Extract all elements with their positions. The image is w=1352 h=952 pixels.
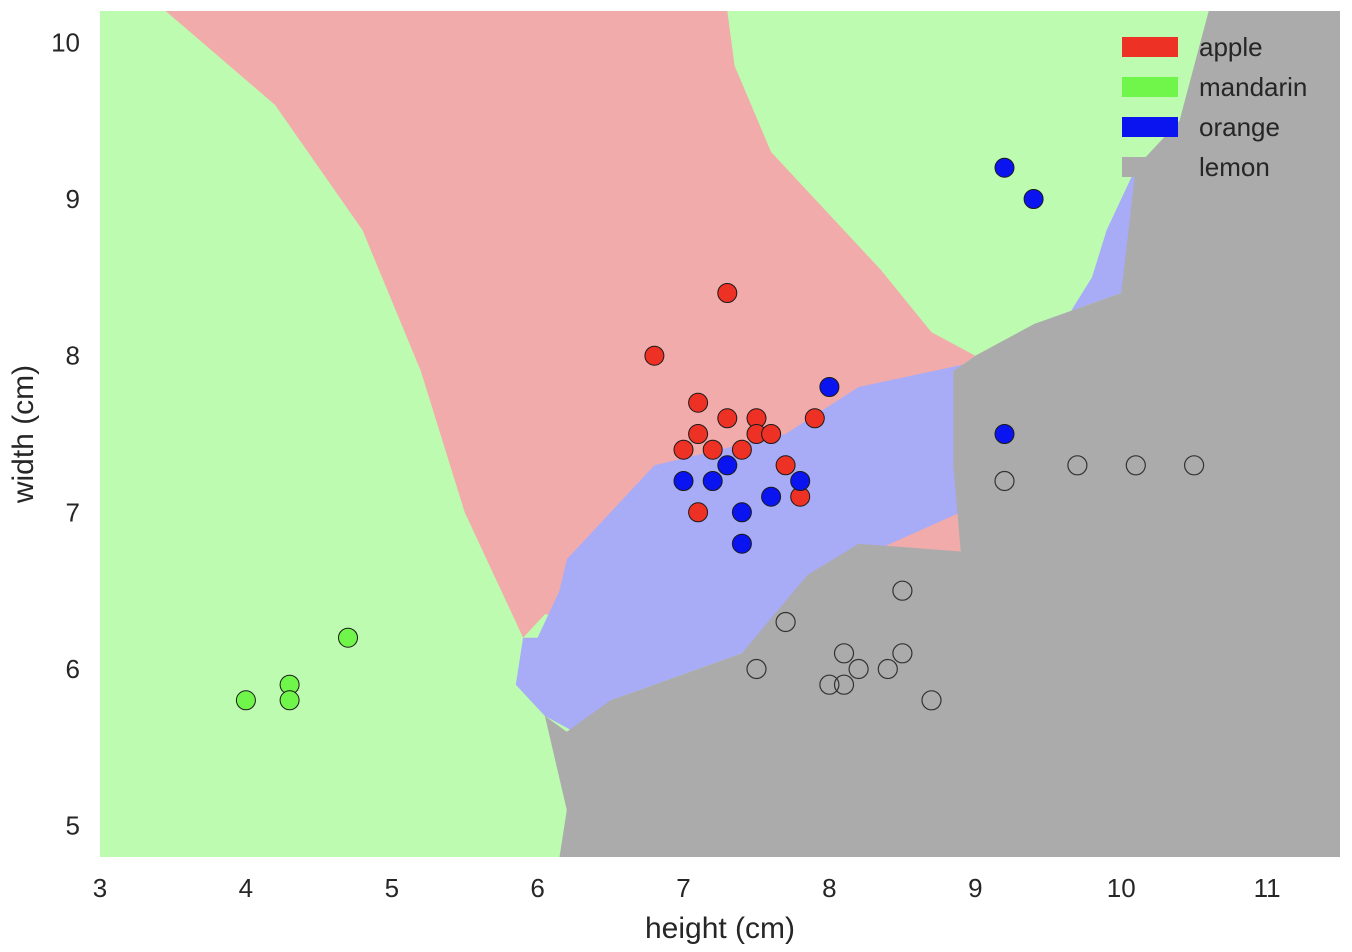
mandarin-point — [338, 627, 358, 648]
lemon-point — [775, 611, 796, 633]
x-tick-labels: 3 4 5 6 7 8 9 10 11 — [93, 873, 1281, 903]
decision-regions — [165, 11, 1340, 857]
x-tick-label: 7 — [676, 873, 690, 903]
apple-point — [673, 439, 694, 460]
orange-legend-label: orange — [1199, 112, 1280, 142]
x-tick-label: 5 — [385, 873, 399, 903]
lemon-point — [994, 470, 1015, 492]
mandarin-legend-swatch — [1122, 77, 1178, 97]
x-tick-label: 3 — [93, 873, 107, 903]
lemon-point — [833, 674, 855, 695]
lemon-region — [544, 11, 1340, 857]
apple-point — [688, 424, 709, 444]
legend: apple mandarin orange lemon — [1122, 32, 1307, 182]
lemon-legend-label: lemon — [1199, 152, 1270, 182]
orange-point — [717, 455, 738, 476]
y-tick-label: 5 — [66, 811, 80, 841]
data-points — [235, 157, 1205, 711]
x-tick-label: 10 — [1107, 873, 1136, 903]
x-axis-label: height (cm) — [645, 912, 795, 945]
orange-point — [702, 471, 723, 491]
orange-point — [761, 486, 782, 507]
orange-point — [1023, 189, 1044, 209]
orange-point — [790, 471, 811, 491]
apple-point — [731, 439, 752, 460]
y-tick-label: 9 — [66, 184, 80, 214]
x-tick-label: 4 — [239, 873, 253, 903]
orange-region — [515, 11, 1209, 732]
y-tick-label: 6 — [66, 654, 80, 684]
y-tick-label: 10 — [51, 27, 80, 57]
mandarin-point — [279, 690, 300, 711]
apple-point — [717, 283, 738, 303]
apple-point — [761, 424, 782, 444]
orange-point — [731, 533, 752, 554]
orange-legend-swatch — [1122, 117, 1178, 137]
orange-point — [731, 502, 752, 523]
lemon-point — [1125, 455, 1146, 476]
apple-point — [688, 392, 709, 413]
x-tick-label: 8 — [822, 873, 836, 903]
x-tick-label: 11 — [1254, 873, 1281, 903]
lemon-point — [833, 643, 855, 664]
apple-point — [804, 408, 825, 429]
x-tick-label: 9 — [968, 873, 982, 903]
orange-point — [994, 424, 1015, 444]
mandarin-point — [235, 690, 256, 711]
apple-point — [775, 455, 796, 476]
apple-legend-label: apple — [1199, 32, 1263, 62]
y-tick-label: 8 — [66, 341, 80, 371]
apple-point — [702, 439, 723, 460]
apple-point — [644, 345, 665, 366]
apple-legend-swatch — [1122, 37, 1178, 57]
y-tick-labels: 5 6 7 8 9 10 — [51, 27, 80, 840]
orange-point — [994, 157, 1015, 178]
apple-point — [688, 502, 709, 523]
lemon-point — [746, 658, 767, 680]
y-tick-label: 7 — [66, 497, 80, 527]
lemon-point — [892, 580, 913, 601]
lemon-point — [921, 690, 942, 711]
lemon-point — [1067, 455, 1088, 476]
lemon-point — [1183, 455, 1205, 476]
apple-point — [717, 408, 738, 429]
x-tick-label: 6 — [530, 873, 544, 903]
orange-point — [673, 471, 694, 491]
mandarin-legend-label: mandarin — [1199, 72, 1307, 102]
lemon-point — [848, 658, 869, 680]
plot-area — [100, 11, 1340, 857]
lemon-legend-swatch — [1122, 157, 1178, 177]
orange-point — [819, 377, 840, 397]
lemon-point — [877, 658, 898, 680]
y-axis-label: width (cm) — [7, 365, 40, 504]
lemon-point — [819, 674, 840, 695]
lemon-point — [892, 643, 913, 664]
